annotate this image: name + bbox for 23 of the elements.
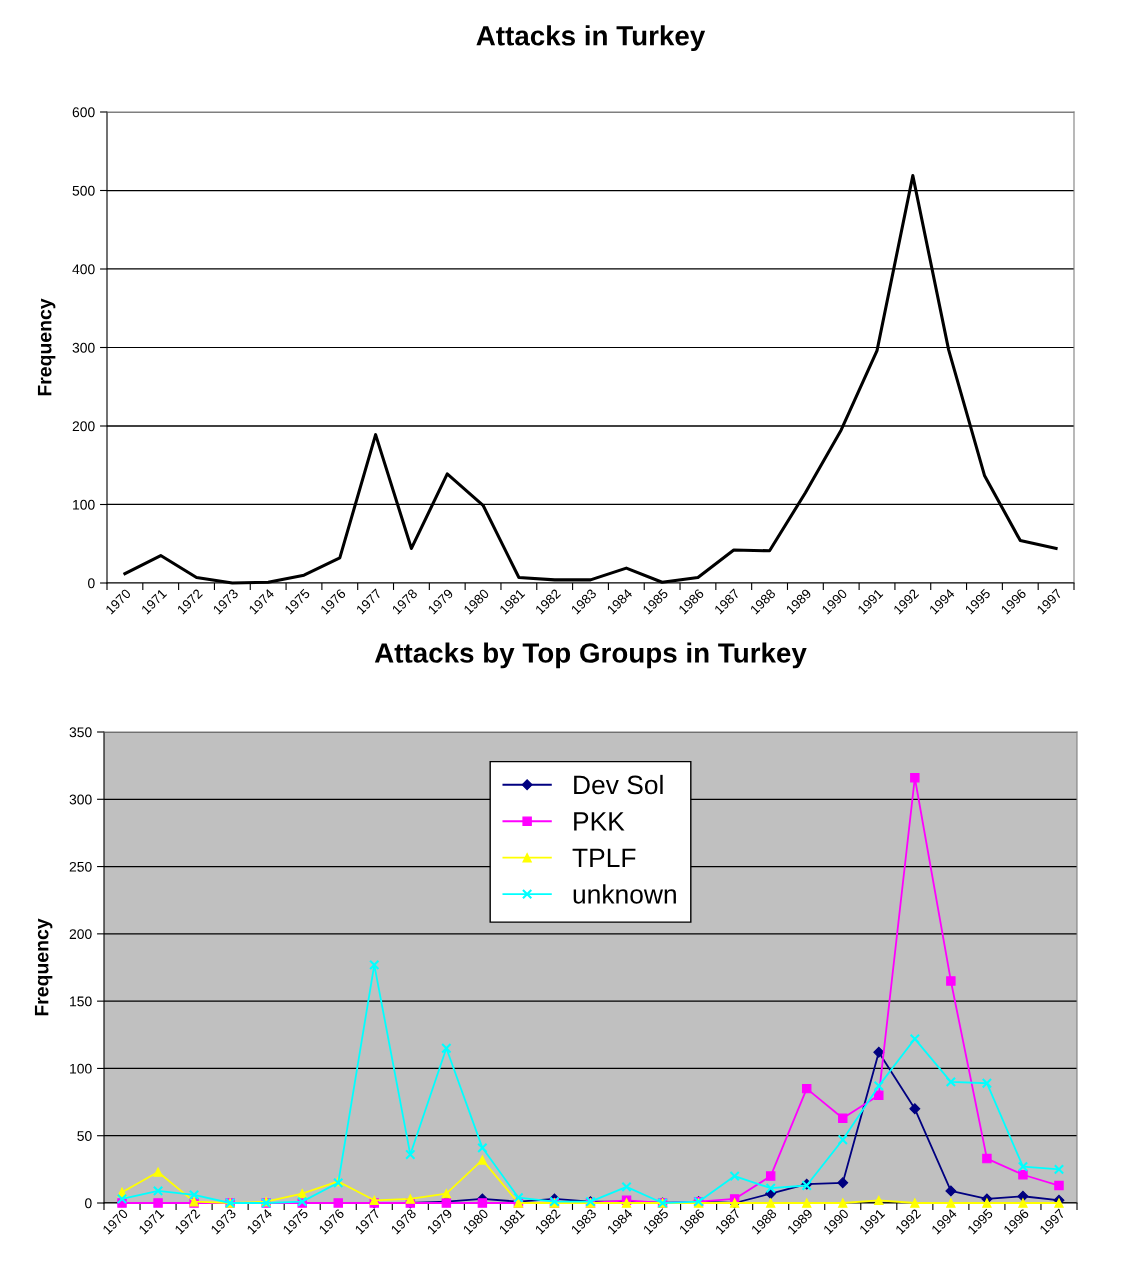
y-tick-label: 100 [70,1063,92,1074]
legend-label: PKK [574,812,625,831]
y-axis-title: Frequency [37,298,56,396]
y-tick-label: 100 [73,499,95,510]
y-tick-label: 400 [72,264,95,275]
y-axis-title: Frequency [34,918,53,1016]
y-tick-label: 350 [69,727,92,738]
y-tick-label: 200 [72,421,95,432]
y-tick-label: 250 [69,861,92,872]
y-tick-label: 600 [72,107,95,118]
y-tick-label: 0 [85,1198,92,1209]
y-tick-label: 500 [72,185,95,196]
y-tick-label: 300 [69,794,92,805]
chart-title: Attacks by Top Groups in Turkey [374,642,807,669]
y-tick-label: 150 [70,996,92,1007]
legend-label: Dev Sol [574,774,663,795]
legend-label: TPLF [572,848,636,867]
legend-label: unknown [573,884,676,904]
y-tick-label: 50 [77,1131,92,1141]
y-tick-label: 300 [72,342,95,353]
chart-title: Attacks in Turkey [476,25,706,52]
y-tick-label: 0 [88,578,95,589]
y-tick-label: 200 [69,929,92,940]
